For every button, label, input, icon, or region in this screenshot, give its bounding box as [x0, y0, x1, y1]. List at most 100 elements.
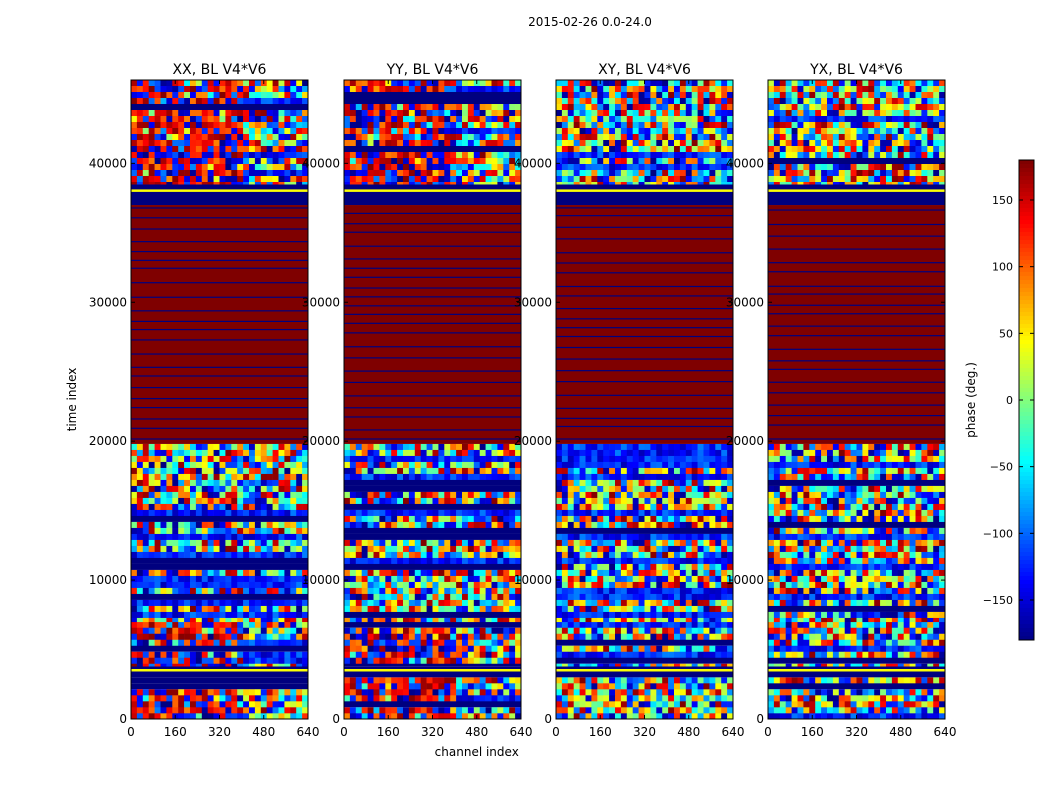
cell — [131, 617, 138, 623]
cell — [184, 657, 191, 665]
cell — [154, 86, 161, 93]
cell — [349, 455, 357, 463]
cell — [715, 473, 722, 481]
cell — [367, 443, 374, 451]
cell — [479, 473, 486, 481]
cell — [615, 449, 622, 457]
cell — [225, 581, 232, 589]
cell — [296, 176, 303, 183]
cell — [243, 182, 250, 185]
cell — [515, 645, 522, 653]
cell — [207, 170, 214, 177]
cell — [260, 152, 267, 159]
cell — [201, 617, 208, 623]
cell — [491, 539, 498, 547]
cell — [456, 677, 463, 684]
cell — [485, 633, 492, 641]
cell — [697, 695, 704, 702]
cell — [136, 569, 144, 577]
cell-row — [131, 645, 308, 652]
cell — [656, 509, 663, 517]
cell — [709, 521, 716, 529]
cell — [231, 599, 238, 607]
cell — [638, 509, 645, 517]
cell — [231, 617, 238, 623]
cell — [266, 701, 273, 708]
cell-row — [344, 611, 521, 618]
cell — [456, 539, 463, 547]
cell — [709, 563, 716, 571]
cell — [556, 701, 563, 708]
cell — [379, 176, 386, 183]
cell — [272, 443, 279, 451]
cell — [391, 593, 398, 601]
cell — [260, 605, 267, 613]
cell — [195, 86, 203, 93]
cell — [715, 116, 722, 123]
cell — [201, 627, 208, 635]
cell — [367, 497, 374, 505]
cell — [703, 627, 710, 635]
cell — [148, 467, 155, 475]
cell — [591, 605, 598, 613]
cell-row — [131, 683, 308, 690]
cell — [302, 170, 309, 177]
cell — [561, 551, 569, 559]
cell — [367, 164, 374, 171]
cell — [485, 617, 492, 623]
cell — [160, 497, 167, 505]
cell — [172, 545, 179, 553]
cell — [467, 497, 475, 505]
cell — [691, 98, 698, 105]
cell — [148, 122, 155, 129]
cell — [644, 645, 651, 653]
cell — [585, 557, 592, 565]
cell — [691, 86, 698, 93]
cell — [190, 455, 197, 463]
cell — [219, 152, 226, 159]
cell — [721, 645, 728, 653]
cell — [561, 86, 569, 93]
cell — [656, 695, 663, 702]
cell — [585, 515, 592, 523]
cell — [674, 611, 681, 619]
cell — [136, 605, 144, 613]
cell — [385, 140, 392, 147]
cell — [644, 122, 651, 129]
cell — [142, 651, 149, 659]
cell — [567, 645, 574, 653]
cell — [626, 627, 633, 635]
cell — [160, 116, 167, 123]
cell — [438, 639, 445, 647]
cell — [497, 707, 504, 714]
cell — [450, 605, 457, 613]
cell-row — [344, 485, 521, 492]
cell — [302, 569, 309, 577]
cell — [190, 633, 197, 641]
cell — [473, 158, 480, 165]
cell — [650, 473, 657, 481]
cell — [603, 116, 610, 123]
cell — [190, 551, 197, 559]
cell — [721, 485, 728, 493]
cell — [184, 170, 191, 177]
cell — [154, 497, 161, 505]
cell — [166, 497, 173, 505]
cell — [715, 515, 722, 523]
cell — [626, 455, 633, 463]
cell — [154, 503, 161, 511]
cell — [349, 617, 357, 623]
cell — [361, 657, 368, 665]
cell — [656, 503, 663, 511]
cell — [450, 651, 457, 659]
cell — [160, 633, 167, 641]
cell — [178, 521, 185, 529]
cell — [284, 80, 291, 87]
cell — [231, 164, 238, 171]
cell — [727, 663, 734, 667]
cell — [503, 695, 510, 702]
cell — [597, 479, 604, 487]
cell — [573, 557, 580, 565]
cell — [148, 521, 155, 529]
band-stripe — [556, 189, 733, 192]
